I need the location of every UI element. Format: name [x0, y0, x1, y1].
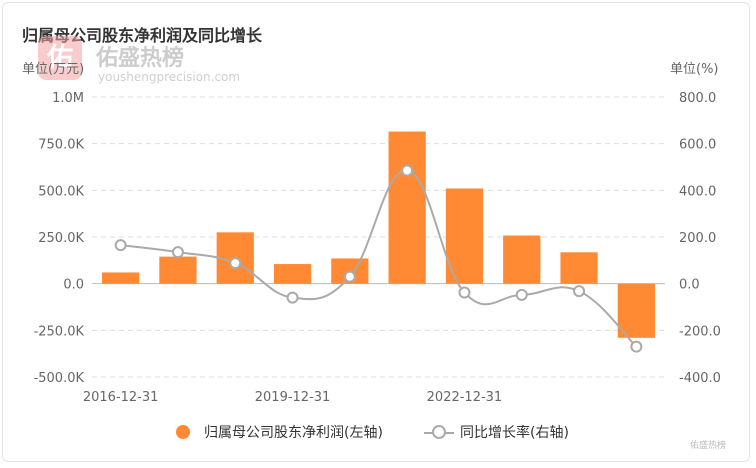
growth-point	[286, 291, 299, 304]
growth-point	[515, 288, 528, 301]
bar	[503, 235, 541, 284]
right-tick-label: -400.0	[679, 371, 721, 386]
watermark-name: 佑盛热榜	[96, 46, 185, 71]
right-tick-label: 200.0	[679, 231, 716, 246]
legend-label-growth: 同比增长率(右轴)	[460, 425, 569, 441]
legend-item-profit[interactable]: 归属母公司股东净利润(左轴)	[176, 422, 383, 442]
growth-line	[120, 169, 638, 348]
legend-line-swatch	[424, 425, 454, 439]
bar	[617, 283, 655, 338]
left-tick-label: 250.0K	[38, 231, 84, 246]
x-tick-label: 2022-12-31	[427, 390, 503, 405]
left-tick-label: 1.0M	[52, 91, 84, 106]
left-tick-label: 750.0K	[38, 138, 84, 153]
left-axis-unit: 单位(万元)	[22, 62, 85, 77]
left-tick-label: 0.0	[63, 278, 84, 293]
bar	[560, 252, 598, 284]
growth-point	[401, 164, 414, 177]
growth-point	[343, 270, 356, 283]
left-tick-label: -250.0K	[34, 324, 85, 339]
left-tick-label: -500.0K	[34, 371, 85, 386]
bar	[159, 256, 197, 284]
right-axis-unit: 单位(%)	[670, 62, 719, 77]
growth-point	[171, 246, 184, 259]
x-tick-label: 2016-12-31	[83, 390, 159, 405]
legend-bar-swatch	[176, 425, 190, 439]
growth-point	[229, 257, 242, 270]
legend-label-profit: 归属母公司股东净利润(左轴)	[204, 425, 383, 441]
right-tick-label: 400.0	[679, 184, 716, 199]
chart-card	[2, 2, 750, 462]
watermark-url: youshengprecision.com	[98, 70, 241, 84]
growth-point	[573, 285, 586, 298]
bar	[445, 188, 484, 284]
bar	[102, 272, 140, 284]
chart-title: 归属母公司股东净利润及同比增长	[22, 26, 263, 45]
x-tick-label: 2019-12-31	[255, 390, 331, 405]
growth-point	[630, 340, 643, 353]
left-tick-label: 500.0K	[38, 184, 84, 199]
growth-point	[114, 239, 127, 252]
watermark-logo-icon: 佑	[38, 36, 82, 80]
legend-item-growth[interactable]: 同比增长率(右轴)	[424, 422, 569, 442]
right-tick-label: 600.0	[679, 138, 716, 153]
right-tick-label: 800.0	[679, 91, 716, 106]
right-tick-label: -200.0	[679, 324, 721, 339]
bar	[273, 264, 312, 284]
bar	[388, 131, 426, 284]
corner-logo: 佑盛热榜	[690, 441, 727, 451]
right-tick-label: 0.0	[679, 278, 700, 293]
growth-point	[458, 286, 471, 299]
